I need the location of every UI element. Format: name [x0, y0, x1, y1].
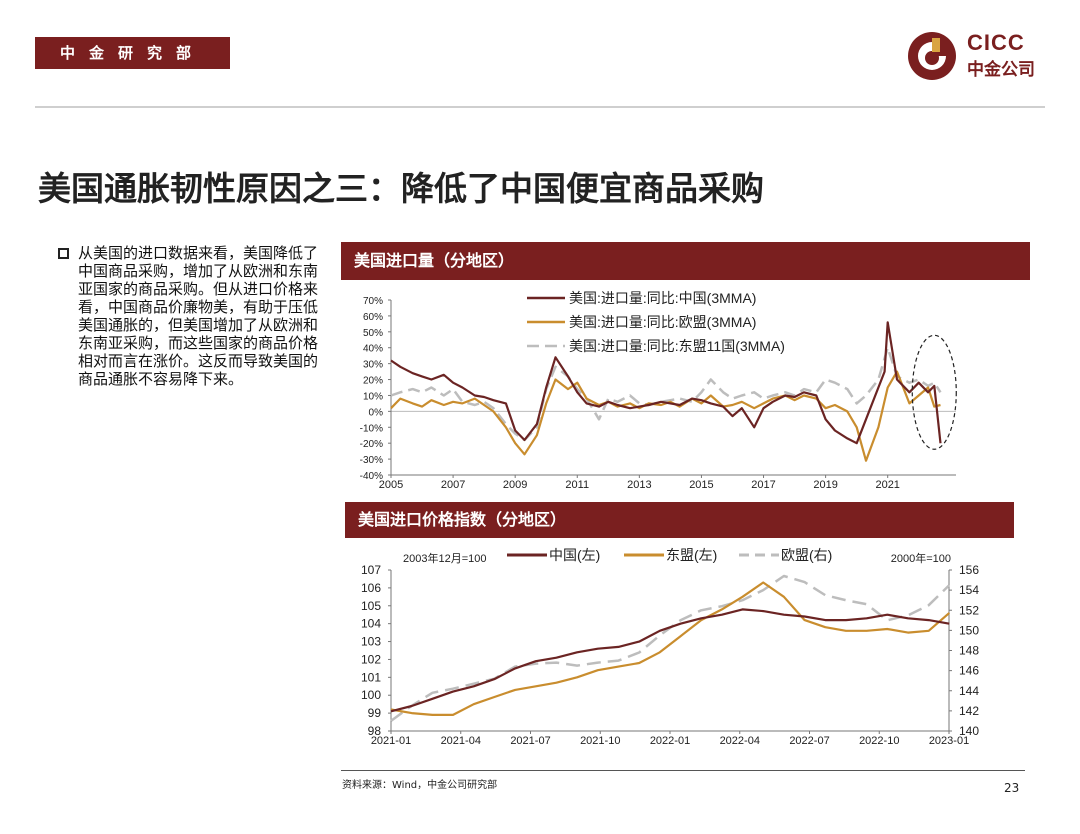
highlight-ellipse: [911, 334, 957, 450]
x-tick-label: 2021: [875, 479, 899, 491]
import-price-chart: 107 106 105 104 103 102 101 100 99 98 156 154 152 150…: [361, 547, 979, 747]
x-tick-label: 2021-04: [441, 735, 481, 747]
x-tick-label: 2021-01: [371, 735, 411, 747]
page-title: 美国通胀韧性原因之三：降低了中国便宜商品采购: [38, 169, 764, 208]
y-left-tick-label: 99: [368, 706, 382, 720]
y-left-tick-label: 102: [361, 652, 381, 666]
cicc-logo-icon: [908, 32, 956, 80]
x-tick-label: 2005: [379, 479, 403, 491]
y-right-tick-label: 152: [959, 603, 979, 617]
legend-label-2: 欧盟(右): [781, 547, 832, 563]
y-right-tick-label: 146: [959, 664, 979, 678]
y-tick-label: 60%: [363, 312, 383, 323]
x-tick-label: 2009: [503, 479, 527, 491]
series-line-0: [390, 321, 942, 445]
y-right-tick-label: 140: [959, 724, 979, 738]
y-tick-label: 40%: [363, 344, 383, 355]
y-tick-label: 20%: [363, 376, 383, 387]
series-line-2: [390, 346, 942, 442]
y-right-tick-label: 150: [959, 623, 979, 637]
source-divider: [341, 770, 1025, 771]
y-right-tick-label: 154: [959, 583, 979, 597]
x-tick-label: 2011: [565, 479, 589, 491]
y-right-tick-label: 144: [959, 684, 979, 698]
y-left-tick-label: 104: [361, 617, 381, 631]
y-tick-label: 30%: [363, 360, 383, 371]
y-left-tick-label: 106: [361, 581, 381, 595]
cicc-logo: CICC 中金公司: [905, 28, 1050, 84]
page-number: 23: [1004, 781, 1020, 795]
chart1-title: 美国进口量（分地区）: [341, 242, 1030, 280]
x-tick-label: 2021-07: [510, 735, 550, 747]
source-note: 资料来源：Wind，中金公司研究部: [342, 780, 498, 791]
legend-label-1: 东盟(左): [666, 547, 717, 563]
x-tick-label: 2022-10: [859, 735, 899, 747]
x-tick-label: 2022-07: [789, 735, 829, 747]
y-tick-label: 50%: [363, 328, 383, 339]
header-divider: [35, 106, 1045, 108]
y-left-tick-label: 101: [361, 670, 381, 684]
x-tick-label: 2007: [441, 479, 465, 491]
legend-label-1: 美国:进口量:同比:欧盟(3MMA): [569, 314, 756, 330]
legend-label-2: 美国:进口量:同比:东盟11国(3MMA): [569, 338, 785, 354]
y-tick-label: 70%: [363, 296, 383, 307]
y-left-tick-label: 107: [361, 563, 381, 577]
y-right-tick-label: 148: [959, 644, 979, 658]
import-volume-chart: 70%60%50%40%30%20%10%0%-10%-20%-30%-40%2…: [360, 290, 957, 491]
right-axis-note: 2000年=100: [891, 551, 951, 565]
bullet-square-icon: [58, 248, 69, 259]
logo-cn: 中金公司: [967, 60, 1035, 80]
y-right-tick-label: 142: [959, 704, 979, 718]
bullet-text: 从美国的进口数据来看，美国降低了中国商品采购，增加了从欧洲和东南亚国家的商品采购…: [78, 244, 319, 388]
legend-label-0: 中国(左): [549, 547, 600, 563]
series-line-0: [390, 608, 950, 713]
department-tag: 中金研究部: [35, 37, 230, 69]
chart2-title: 美国进口价格指数（分地区）: [345, 502, 1014, 538]
x-tick-label: 2022-04: [720, 735, 760, 747]
y-left-tick-label: 103: [361, 635, 381, 649]
logo-en: CICC: [967, 30, 1025, 55]
y-tick-label: -40%: [360, 471, 383, 482]
legend-label-0: 美国:进口量:同比:中国(3MMA): [569, 290, 756, 306]
x-tick-label: 2022-01: [650, 735, 690, 747]
x-tick-label: 2023-01: [929, 735, 969, 747]
x-tick-label: 2021-10: [580, 735, 620, 747]
y-tick-label: -20%: [360, 439, 383, 450]
series-line-1: [390, 370, 941, 462]
y-tick-label: 0%: [369, 407, 384, 418]
y-tick-label: -30%: [360, 455, 383, 466]
y-left-tick-label: 105: [361, 599, 381, 613]
y-left-tick-label: 98: [368, 724, 382, 738]
x-tick-label: 2013: [627, 479, 651, 491]
series-line-2: [390, 574, 951, 722]
left-axis-note: 2003年12月=100: [403, 551, 486, 565]
y-right-tick-label: 156: [959, 563, 979, 577]
y-tick-label: 10%: [363, 391, 383, 402]
x-tick-label: 2017: [751, 479, 775, 491]
x-tick-label: 2015: [689, 479, 713, 491]
x-tick-label: 2019: [813, 479, 837, 491]
y-left-tick-label: 100: [361, 688, 381, 702]
series-line-1: [390, 581, 951, 716]
y-tick-label: -10%: [360, 423, 383, 434]
